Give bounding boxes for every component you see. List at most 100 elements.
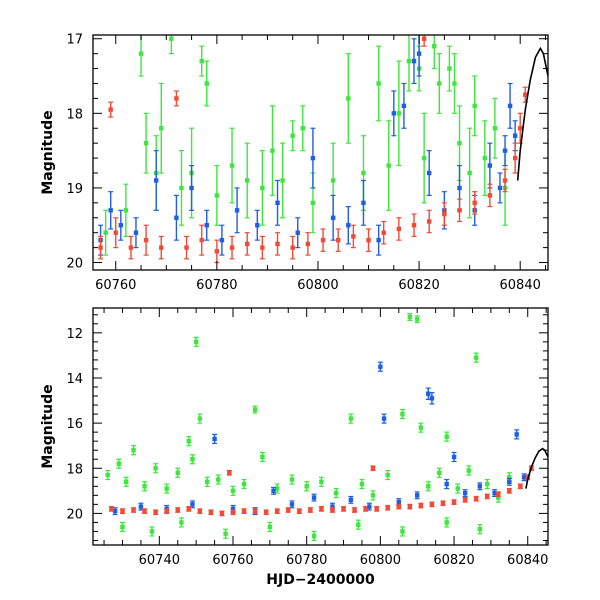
data-point — [173, 90, 179, 107]
data-point — [244, 232, 250, 256]
data-point — [285, 507, 291, 513]
data-point — [108, 191, 114, 230]
data-point — [363, 506, 369, 512]
data-point — [269, 105, 275, 196]
model-curve — [516, 46, 548, 181]
data-point — [401, 82, 407, 129]
x-tick-label: 60840 — [507, 553, 548, 568]
data-point — [436, 53, 442, 114]
series-red — [108, 465, 534, 517]
data-point — [103, 209, 109, 256]
data-point — [244, 142, 250, 219]
data-point — [330, 194, 336, 241]
x-tick-label: 60760 — [95, 278, 136, 293]
x-axis-title: HJD−2400000 — [266, 572, 375, 588]
y-tick-label: 18 — [66, 107, 83, 122]
data-point — [418, 422, 424, 433]
data-point — [234, 187, 240, 234]
x-tick-label: 60800 — [297, 278, 338, 293]
data-point — [289, 474, 295, 485]
data-point — [118, 209, 124, 241]
plot-area — [105, 313, 548, 542]
series-blue — [98, 35, 518, 256]
data-point — [153, 463, 159, 474]
data-point — [429, 501, 435, 508]
data-point — [113, 217, 119, 249]
x-tick-label: 60780 — [196, 278, 237, 293]
data-point — [290, 235, 296, 260]
data-point — [376, 45, 382, 122]
data-point — [98, 235, 104, 260]
data-point — [271, 486, 277, 495]
data-point — [366, 228, 372, 252]
data-point — [426, 150, 432, 196]
y-tick-label: 16 — [66, 417, 83, 432]
data-point — [473, 352, 479, 363]
data-point — [142, 481, 148, 492]
data-point — [143, 112, 149, 174]
data-point — [436, 467, 442, 478]
data-point — [484, 493, 490, 500]
y-tick-label: 19 — [66, 182, 83, 197]
data-point — [414, 315, 420, 324]
data-point — [348, 413, 354, 424]
data-point — [230, 485, 236, 496]
data-point — [472, 75, 478, 137]
data-point — [226, 469, 232, 476]
data-point — [158, 82, 164, 174]
y-tick-label: 20 — [66, 507, 83, 522]
data-point — [259, 451, 265, 463]
data-point — [451, 451, 457, 463]
data-point — [352, 507, 358, 513]
data-point — [425, 481, 431, 492]
data-point — [487, 183, 493, 208]
data-point — [116, 458, 122, 469]
y-tick-label: 17 — [66, 33, 83, 48]
data-point — [307, 507, 313, 513]
plot-frame — [92, 307, 549, 546]
data-point — [411, 38, 417, 85]
data-point — [131, 507, 137, 513]
data-point — [214, 239, 220, 264]
data-point — [318, 476, 324, 487]
data-point — [223, 528, 229, 539]
bottom-panel: 60740 60760 60780 60800 60820 60840 12 14 16 18 20… — [40, 307, 549, 588]
data-point — [440, 500, 446, 507]
data-point — [467, 127, 473, 219]
data-point — [229, 235, 235, 260]
data-point — [128, 235, 134, 260]
data-point — [186, 506, 192, 512]
data-point — [407, 313, 413, 322]
data-point — [350, 224, 356, 249]
data-point — [229, 127, 235, 204]
data-point — [259, 235, 265, 260]
data-point — [426, 209, 432, 234]
data-point — [295, 217, 301, 249]
data-point — [391, 90, 397, 137]
data-point — [455, 483, 461, 494]
data-point — [197, 413, 203, 424]
data-point — [214, 164, 220, 226]
data-point — [359, 478, 365, 490]
data-point — [517, 483, 523, 490]
data-point — [381, 220, 387, 245]
x-tick-label: 60740 — [139, 553, 180, 568]
data-point — [254, 209, 260, 241]
data-point — [219, 224, 225, 256]
data-point — [215, 474, 221, 485]
data-point — [385, 504, 391, 511]
data-point — [451, 499, 457, 505]
data-point — [252, 508, 258, 515]
y-tick-label: 18 — [66, 462, 83, 477]
data-point — [123, 476, 129, 487]
data-point — [396, 217, 402, 241]
data-point — [466, 465, 472, 476]
data-point — [241, 478, 247, 490]
data-point — [502, 135, 508, 167]
data-point — [429, 392, 435, 405]
data-point — [108, 506, 114, 512]
data-point — [444, 478, 450, 490]
data-point — [446, 45, 452, 92]
data-point — [399, 408, 405, 420]
data-point — [275, 179, 281, 226]
